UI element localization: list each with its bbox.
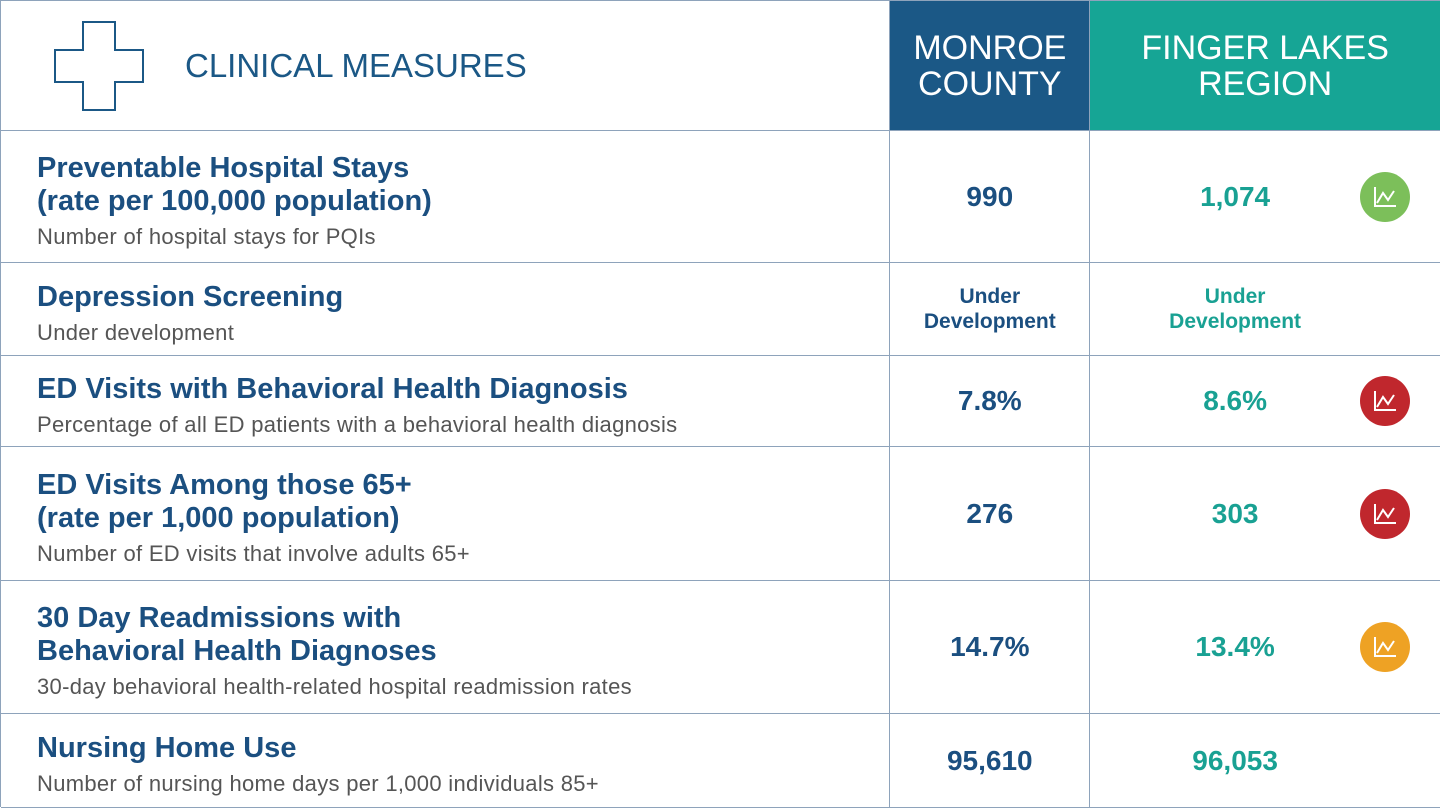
finger-lakes-value: 13.4% (1195, 631, 1275, 662)
header-cell: CLINICAL MEASURES (1, 1, 891, 130)
header-row: CLINICAL MEASURES MONROE COUNTY FINGER LA… (1, 1, 1440, 131)
monroe-cell: 276 (890, 447, 1091, 580)
finger-lakes-cell: Under Development (1090, 263, 1440, 355)
measure-title: ED Visits Among those 65+ (37, 468, 412, 501)
monroe-cell: 95,610 (890, 714, 1091, 807)
table-row: ED Visits with Behavioral Health Diagnos… (1, 356, 1440, 447)
measure-description: Number of ED visits that involve adults … (37, 540, 470, 566)
measure-title: Nursing Home Use (37, 732, 297, 764)
table-row: 30 Day Readmissions with Behavioral Healt… (1, 581, 1440, 714)
measure-cell: Nursing Home Use Number of nursing home d… (1, 714, 891, 807)
monroe-value: 990 (966, 180, 1014, 212)
trend-icon (1360, 622, 1411, 672)
finger-lakes-value: 8.6% (1203, 385, 1268, 416)
monroe-value: 14.7% (950, 631, 1030, 662)
monroe-value: Under Development (923, 285, 1056, 333)
monroe-value: 95,610 (946, 744, 1033, 776)
monroe-cell: 7.8% (890, 356, 1091, 446)
finger-lakes-value: 303 (1211, 497, 1259, 529)
finger-lakes-value: 1,074 (1200, 180, 1271, 212)
header-line: COUNTY (918, 64, 1062, 103)
finger-lakes-value: Under Development (1169, 285, 1302, 333)
table-row: ED Visits Among those 65+ (rate per 1,000… (1, 447, 1440, 581)
table-row: Nursing Home Use Number of nursing home d… (1, 714, 1440, 808)
measure-title: Behavioral Health Diagnoses (37, 635, 437, 667)
measure-title: ED Visits with Behavioral Health Diagnos… (37, 372, 628, 405)
cross-icon (54, 20, 144, 111)
table-row: Preventable Hospital Stays (rate per 100,… (1, 131, 1440, 263)
measure-cell: Depression Screening Under development (1, 263, 891, 355)
monroe-cell: 14.7% (890, 581, 1091, 713)
measure-cell: ED Visits Among those 65+ (rate per 1,000… (1, 447, 891, 580)
measure-description: Number of nursing home days per 1,000 in… (37, 771, 599, 796)
finger-lakes-header: FINGER LAKES REGION (1090, 1, 1440, 130)
finger-lakes-value: 96,053 (1192, 744, 1278, 776)
header-line: FINGER LAKES (1141, 28, 1389, 67)
measure-cell: Preventable Hospital Stays (rate per 100,… (1, 131, 891, 262)
measure-title: (rate per 1,000 population) (37, 501, 400, 534)
monroe-value: 7.8% (957, 385, 1022, 416)
finger-lakes-cell: 1,074 (1090, 131, 1440, 262)
finger-lakes-cell: 303 (1090, 447, 1440, 580)
finger-lakes-cell: 8.6% (1090, 356, 1440, 446)
measure-description: 30-day behavioral health-related hospita… (37, 674, 632, 699)
header-line: MONROE (913, 28, 1067, 67)
monroe-cell: Under Development (890, 263, 1091, 355)
table-row: Depression Screening Under development Und… (1, 263, 1440, 356)
header-title: CLINICAL MEASURES (185, 46, 527, 84)
measure-description: Under development (37, 319, 235, 345)
measure-title: Preventable Hospital Stays (37, 151, 410, 184)
finger-lakes-cell: 96,053 (1090, 714, 1440, 807)
trend-icon (1360, 171, 1411, 222)
measure-title: 30 Day Readmissions with (37, 602, 402, 634)
trend-icon (1360, 376, 1411, 426)
measure-description: Number of hospital stays for PQIs (37, 223, 376, 249)
finger-lakes-cell: 13.4% (1090, 581, 1440, 713)
monroe-value: 276 (966, 497, 1014, 529)
measure-title: Depression Screening (37, 280, 344, 313)
trend-icon (1360, 488, 1411, 539)
measure-description: Percentage of all ED patients with a beh… (37, 411, 678, 437)
measure-cell: 30 Day Readmissions with Behavioral Healt… (1, 581, 891, 713)
monroe-cell: 990 (890, 131, 1091, 262)
measure-title: (rate per 100,000 population) (37, 184, 432, 217)
monroe-header: MONROE COUNTY (890, 1, 1091, 130)
measure-cell: ED Visits with Behavioral Health Diagnos… (1, 356, 891, 446)
header-line: REGION (1198, 64, 1333, 103)
